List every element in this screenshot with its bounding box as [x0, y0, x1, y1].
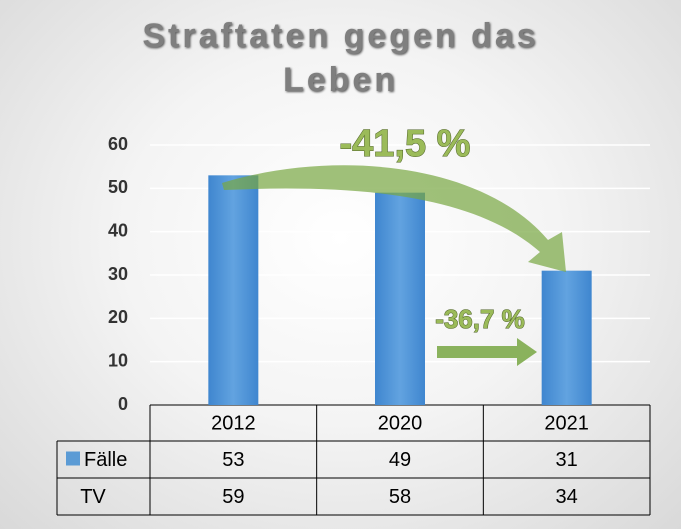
x-tick-label: 2012 — [211, 412, 256, 434]
bar — [208, 175, 259, 405]
y-tick-label: 60 — [108, 134, 128, 154]
table-cell: 49 — [389, 449, 411, 471]
legend-label: Fälle — [84, 449, 127, 471]
annotation: -41,5 % — [340, 123, 471, 165]
y-tick-label: 10 — [108, 350, 128, 370]
straight-arrow — [437, 338, 537, 366]
annotation: -36,7 % — [435, 304, 525, 334]
x-tick-label: 2021 — [544, 412, 589, 434]
legend-swatch — [66, 451, 80, 466]
chart-title: Straftaten gegen das Leben — [142, 17, 539, 99]
table-cell: 59 — [222, 486, 244, 508]
table-cell: 53 — [222, 449, 244, 471]
bar — [375, 192, 425, 405]
table-cell: 34 — [556, 486, 578, 508]
y-tick-label: 0 — [118, 394, 128, 414]
bar — [541, 270, 592, 405]
curved-arrow — [222, 165, 566, 272]
x-tick-label: 2020 — [378, 412, 423, 434]
table-cell: 58 — [389, 486, 411, 508]
row-label: TV — [80, 486, 106, 508]
table-cell: 31 — [556, 449, 578, 471]
y-tick-label: 20 — [108, 307, 128, 327]
y-tick-label: 50 — [108, 177, 128, 197]
y-tick-label: 30 — [108, 264, 128, 284]
y-tick-label: 40 — [108, 220, 128, 240]
